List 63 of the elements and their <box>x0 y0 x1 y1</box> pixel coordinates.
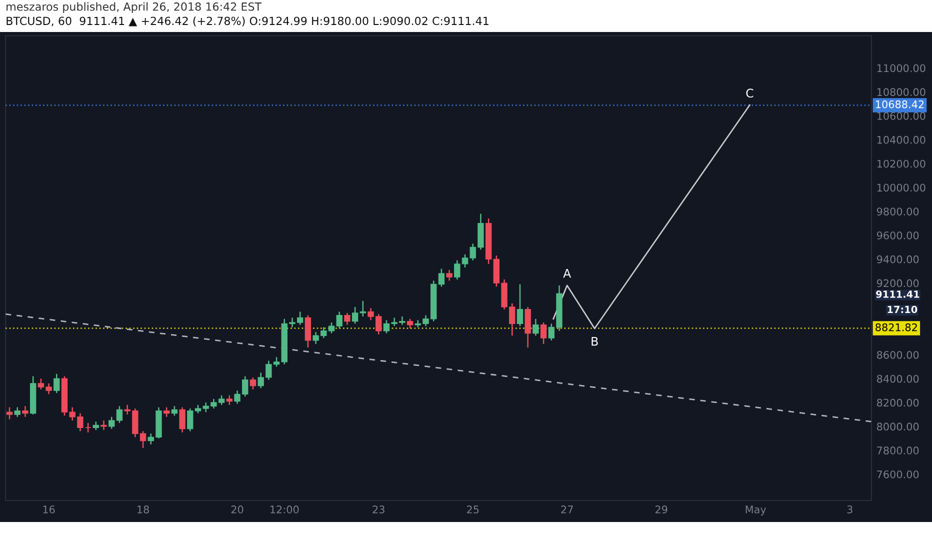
ref-line-label: 10688.42 <box>876 100 924 108</box>
annotation: B <box>592 337 598 346</box>
x-tick-label: 23 <box>372 506 384 514</box>
x-tick-label: 27 <box>561 506 573 514</box>
candlestick <box>6 406 13 420</box>
y-tick-label: 8000.00 <box>876 422 919 431</box>
x-tick-label: 12:00 <box>270 506 299 514</box>
y-tick-label: 11000.00 <box>877 64 926 72</box>
y-tick-label: 10200.00 <box>877 160 926 168</box>
candlestick <box>100 420 107 431</box>
y-tick-label: 9600.00 <box>876 231 919 240</box>
candlestick <box>179 406 186 434</box>
y-tick-label: 9200.00 <box>876 279 919 288</box>
candlestick <box>163 406 170 418</box>
candlestick <box>171 405 178 416</box>
ref-line-label: 8821.82 <box>876 323 917 332</box>
candlestick <box>116 405 123 424</box>
candlestick <box>540 322 547 345</box>
candlestick <box>328 322 335 334</box>
candlestick <box>22 405 28 418</box>
x-tick-label: 29 <box>655 506 668 514</box>
y-tick-label: 8400.00 <box>876 374 919 383</box>
x-tick-label: May <box>746 506 766 516</box>
chart-title: meszaros published, April 26, 2018 16:42 EST <box>6 2 262 13</box>
x-tick-label: 18 <box>138 506 149 514</box>
candlestick <box>352 306 358 324</box>
candlestick <box>516 284 524 327</box>
y-tick-label: 9800.00 <box>876 208 919 216</box>
candlestick <box>84 422 92 434</box>
y-tick-label: 10800.00 <box>877 88 926 96</box>
candlestick <box>336 311 342 330</box>
y-tick-label: 8200.00 <box>876 398 919 407</box>
y-tick-label: 10400.00 <box>877 136 926 144</box>
text: 9111.41 <box>876 290 920 298</box>
text: 17:10 <box>888 306 918 314</box>
candlestick <box>344 312 350 326</box>
candlestick <box>406 318 414 330</box>
x-tick-label: 3 <box>847 506 852 514</box>
annotation: C <box>746 88 754 98</box>
candlestick <box>250 376 256 390</box>
candlestick <box>54 373 60 394</box>
y-tick-label: 7800.00 <box>877 446 919 454</box>
y-tick-label: 7600.00 <box>877 470 919 478</box>
candlestick <box>14 406 20 418</box>
candlestick <box>108 416 115 430</box>
candlestick <box>360 300 366 318</box>
candlestick <box>226 394 233 406</box>
candlestick <box>187 408 194 432</box>
x-tick-label: 20 <box>231 506 244 514</box>
candlestick <box>304 314 312 348</box>
x-tick-label: 16 <box>43 506 55 514</box>
line-series <box>552 104 750 330</box>
candlestick <box>438 268 445 288</box>
y-tick-label: 10000.00 <box>877 184 926 192</box>
y-tick-label: 8600.00 <box>876 350 919 359</box>
y-tick-label: 9400.00 <box>876 255 919 264</box>
candlestick <box>446 269 452 282</box>
annotation: A <box>563 268 572 278</box>
candlestick <box>532 318 539 336</box>
candlestick <box>524 306 531 348</box>
x-tick-label: 25 <box>467 506 479 514</box>
chart-subtitle: BTCUSD, 60 9111.41 ▲ +246.42 (+2.78%) O:9124.99 H:9180.00 L:9090.02 C:9111.41 <box>6 16 488 26</box>
y-tick-label: 10600.00 <box>877 112 926 120</box>
